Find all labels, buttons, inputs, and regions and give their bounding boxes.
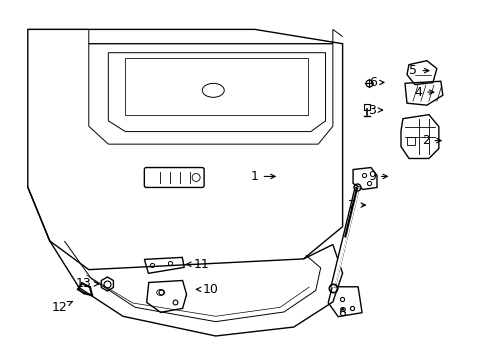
Text: 8: 8	[339, 306, 346, 319]
Text: 5: 5	[410, 64, 429, 77]
Text: 10: 10	[196, 283, 219, 296]
Text: 3: 3	[368, 104, 383, 117]
Text: 4: 4	[415, 86, 434, 99]
Text: 9: 9	[368, 170, 388, 183]
Text: 7: 7	[348, 199, 366, 212]
Text: 2: 2	[422, 134, 441, 147]
Text: 12: 12	[51, 301, 73, 314]
Text: 1: 1	[251, 170, 275, 183]
Text: 6: 6	[369, 76, 384, 89]
Text: 11: 11	[187, 258, 209, 271]
Text: 13: 13	[76, 278, 98, 291]
